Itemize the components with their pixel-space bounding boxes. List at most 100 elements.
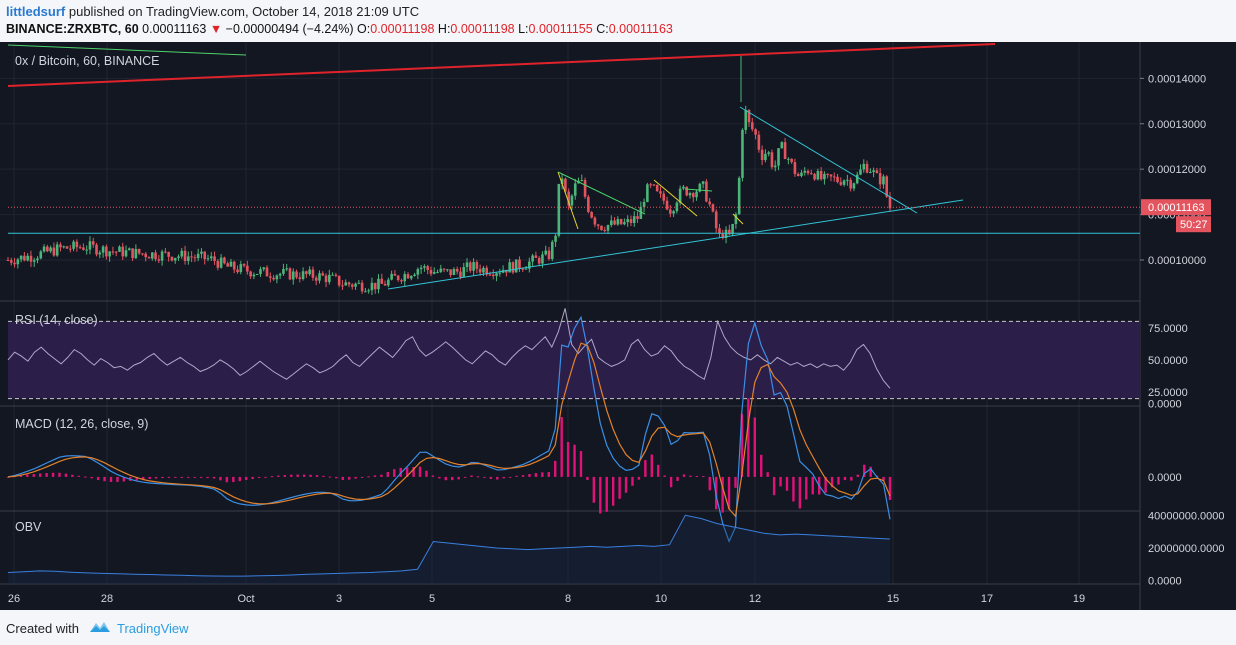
candle-body[interactable] bbox=[636, 216, 639, 219]
candle-body[interactable] bbox=[741, 129, 744, 178]
candle-body[interactable] bbox=[567, 191, 570, 206]
candle-body[interactable] bbox=[203, 251, 207, 260]
candle-body[interactable] bbox=[691, 193, 695, 198]
candle-body[interactable] bbox=[547, 250, 551, 260]
candle-body[interactable] bbox=[134, 248, 138, 259]
candle-body[interactable] bbox=[603, 229, 607, 231]
candle-body[interactable] bbox=[632, 216, 636, 223]
candle-body[interactable] bbox=[68, 248, 72, 250]
candle-body[interactable] bbox=[514, 259, 518, 273]
candle-body[interactable] bbox=[790, 158, 793, 163]
macd-line[interactable] bbox=[7, 315, 891, 544]
candle-body[interactable] bbox=[711, 204, 715, 212]
obv-pane[interactable] bbox=[7, 514, 891, 584]
candle-body[interactable] bbox=[141, 253, 144, 255]
candle-body[interactable] bbox=[469, 262, 472, 271]
candle-body[interactable] bbox=[446, 269, 449, 271]
candle-body[interactable] bbox=[750, 122, 754, 130]
candle-body[interactable] bbox=[177, 256, 180, 258]
yellow-trendline-1[interactable] bbox=[557, 171, 579, 230]
candle-body[interactable] bbox=[173, 257, 177, 261]
candle-body[interactable] bbox=[321, 273, 325, 276]
cyan-descending-trendline[interactable] bbox=[739, 106, 918, 214]
signal-line[interactable] bbox=[7, 342, 891, 518]
candle-body[interactable] bbox=[675, 202, 679, 212]
candle-body[interactable] bbox=[888, 196, 892, 209]
candle-body[interactable] bbox=[672, 211, 675, 214]
candle-body[interactable] bbox=[49, 247, 52, 252]
candle-body[interactable] bbox=[396, 275, 400, 281]
candle-body[interactable] bbox=[695, 191, 698, 198]
cyan-ascending-trendline[interactable] bbox=[387, 199, 964, 290]
candle-body[interactable] bbox=[757, 134, 761, 150]
candle-body[interactable] bbox=[72, 241, 75, 249]
candle-body[interactable] bbox=[347, 282, 351, 285]
candle-body[interactable] bbox=[298, 277, 302, 280]
candle-body[interactable] bbox=[701, 181, 705, 184]
rsi-line[interactable] bbox=[7, 308, 891, 389]
candle-body[interactable] bbox=[216, 261, 220, 268]
candle-body[interactable] bbox=[419, 267, 423, 270]
candle-body[interactable] bbox=[239, 264, 243, 273]
candle-body[interactable] bbox=[255, 274, 259, 276]
candle-body[interactable] bbox=[573, 183, 577, 196]
candle-body[interactable] bbox=[534, 255, 538, 258]
candle-body[interactable] bbox=[550, 241, 554, 260]
candle-body[interactable] bbox=[88, 241, 92, 250]
macd-pane[interactable] bbox=[6, 315, 892, 544]
candle-body[interactable] bbox=[783, 142, 787, 160]
candle-body[interactable] bbox=[531, 255, 534, 262]
candle-body[interactable] bbox=[882, 176, 885, 185]
candle-body[interactable] bbox=[698, 183, 702, 192]
tradingview-logo-icon[interactable] bbox=[88, 619, 112, 635]
red-trendline[interactable] bbox=[7, 43, 996, 87]
candle-body[interactable] bbox=[432, 272, 436, 274]
candle-body[interactable] bbox=[580, 180, 584, 182]
candle-body[interactable] bbox=[593, 217, 597, 225]
candle-body[interactable] bbox=[55, 244, 59, 256]
candle-body[interactable] bbox=[629, 219, 633, 223]
candle-body[interactable] bbox=[508, 262, 511, 273]
candle-body[interactable] bbox=[183, 250, 187, 261]
candle-body[interactable] bbox=[731, 224, 734, 235]
candle-body[interactable] bbox=[649, 184, 652, 186]
candle-body[interactable] bbox=[590, 211, 593, 218]
candle-body[interactable] bbox=[95, 244, 98, 255]
candle-body[interactable] bbox=[485, 267, 489, 275]
candle-body[interactable] bbox=[42, 246, 46, 252]
candle-body[interactable] bbox=[373, 282, 377, 290]
candle-body[interactable] bbox=[475, 262, 479, 269]
candle-body[interactable] bbox=[160, 251, 164, 261]
candle-body[interactable] bbox=[557, 183, 561, 236]
candle-body[interactable] bbox=[777, 148, 780, 166]
candle-body[interactable] bbox=[524, 268, 528, 270]
candle-body[interactable] bbox=[806, 170, 810, 174]
candle-body[interactable] bbox=[223, 257, 226, 264]
candle-body[interactable] bbox=[488, 274, 492, 276]
candle-body[interactable] bbox=[760, 149, 764, 161]
candle-body[interactable] bbox=[455, 269, 459, 272]
candle-body[interactable] bbox=[423, 266, 426, 268]
candle-body[interactable] bbox=[278, 273, 282, 276]
candle-body[interactable] bbox=[154, 252, 157, 260]
candle-body[interactable] bbox=[246, 265, 249, 272]
green-trendline-1[interactable] bbox=[557, 171, 646, 215]
candle-body[interactable] bbox=[13, 262, 16, 265]
candle-body[interactable] bbox=[128, 248, 131, 251]
candle-body[interactable] bbox=[823, 173, 826, 180]
candle-body[interactable] bbox=[846, 179, 849, 181]
candle-body[interactable] bbox=[518, 259, 521, 269]
candle-body[interactable] bbox=[439, 268, 443, 272]
candle-body[interactable] bbox=[793, 162, 797, 174]
candle-body[interactable] bbox=[642, 201, 646, 207]
candle-body[interactable] bbox=[767, 152, 770, 154]
candle-body[interactable] bbox=[98, 252, 102, 255]
candle-body[interactable] bbox=[403, 274, 407, 282]
candle-body[interactable] bbox=[311, 269, 315, 278]
candle-body[interactable] bbox=[164, 251, 167, 253]
candle-body[interactable] bbox=[744, 109, 748, 130]
candle-body[interactable] bbox=[193, 257, 197, 259]
candle-body[interactable] bbox=[377, 278, 380, 290]
candle-body[interactable] bbox=[541, 254, 544, 264]
candle-body[interactable] bbox=[872, 170, 875, 173]
